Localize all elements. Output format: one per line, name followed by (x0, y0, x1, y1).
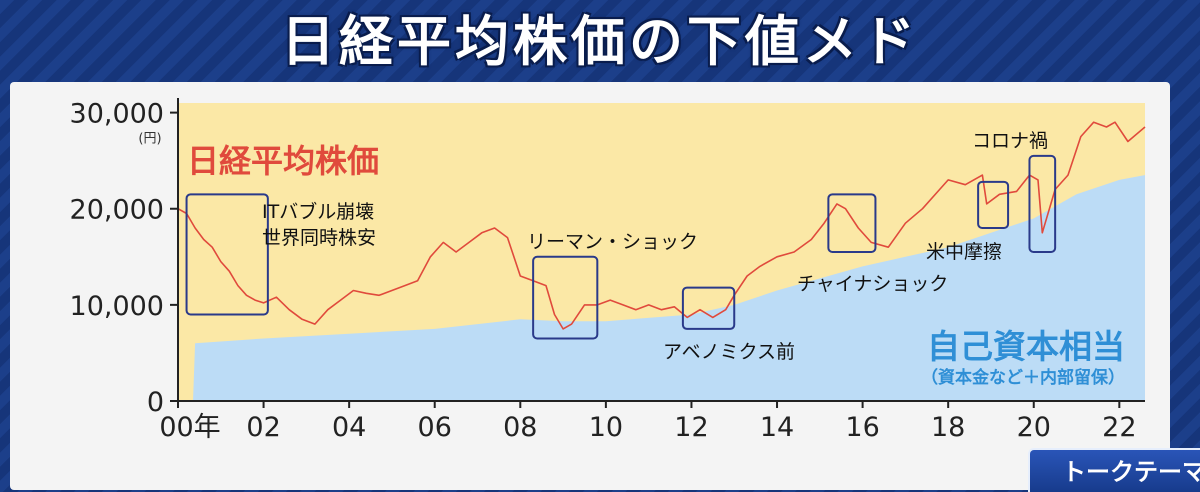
x-tick-label: 14 (760, 412, 794, 443)
x-tick-label: 12 (674, 412, 708, 443)
page-title: 日経平均株価の下値メド (281, 10, 919, 73)
x-tick-label: 02 (246, 412, 280, 443)
annotation-label: コロナ禍 (972, 130, 1048, 152)
price-series-label: 日経平均株価 (187, 142, 379, 180)
annotation-box (1028, 154, 1057, 254)
annotation-box (532, 255, 599, 340)
annotation-label: 世界同時株安 (262, 227, 376, 249)
annotation-label: リーマン・ショック (527, 231, 698, 253)
y-tick-label: 20,000 (70, 195, 164, 226)
annotation-label: アベノミクス前 (663, 341, 795, 363)
x-tick-label: 08 (503, 412, 537, 443)
y-tick-label: 0 (147, 387, 164, 418)
x-tick-label: 06 (418, 412, 452, 443)
x-tick-label: 18 (931, 412, 965, 443)
annotation-label: チャイナショック (797, 273, 948, 295)
annotation-label: 米中摩擦 (926, 241, 1002, 263)
equity-series-label: 自己資本相当 (927, 327, 1125, 366)
annotation-box (681, 286, 736, 330)
talk-theme-banner: トークテーマ (1028, 448, 1200, 492)
annotation-box (977, 180, 1010, 229)
equity-area (178, 175, 1145, 401)
x-tick-label: 10 (589, 412, 623, 443)
y-tick-label: 10,000 (70, 291, 164, 322)
annotation-box (827, 193, 877, 254)
annotation-label: ITバブル崩壊 (262, 200, 374, 223)
annotation-box (185, 193, 269, 316)
y-unit-label: (円) (138, 132, 161, 147)
equity-series-sublabel: （資本金など＋内部留保） (921, 367, 1125, 388)
x-tick-label: 00年 (159, 412, 220, 443)
x-tick-label: 22 (1102, 412, 1136, 443)
price-line (177, 121, 1146, 330)
y-tick-label: 30,000 (70, 99, 164, 130)
x-tick-label: 16 (845, 412, 879, 443)
x-tick-label: 04 (332, 412, 366, 443)
x-tick-label: 20 (1017, 412, 1051, 443)
